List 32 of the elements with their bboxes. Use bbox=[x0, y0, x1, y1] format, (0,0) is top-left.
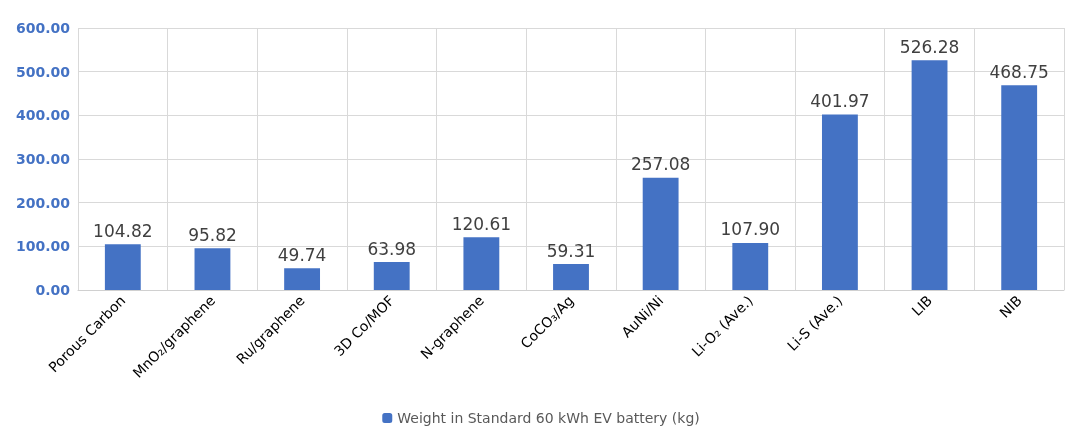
bar bbox=[1001, 85, 1038, 290]
data-label: 95.82 bbox=[188, 224, 237, 245]
bar bbox=[373, 262, 410, 290]
bar bbox=[463, 237, 500, 290]
bar bbox=[104, 244, 141, 290]
x-tick-label: NIB bbox=[996, 292, 1025, 321]
bar bbox=[821, 114, 858, 290]
bar bbox=[194, 248, 231, 290]
y-tick-label: 300.00 bbox=[15, 151, 71, 167]
y-tick-label: 500.00 bbox=[15, 63, 71, 80]
data-label: 49.74 bbox=[277, 244, 327, 265]
y-tick-label: 200.00 bbox=[15, 194, 71, 211]
bar bbox=[642, 177, 679, 290]
data-label: 104.82 bbox=[93, 220, 153, 241]
y-tick-label: 100.00 bbox=[15, 238, 71, 255]
data-label: 63.98 bbox=[367, 238, 417, 259]
y-tick-label: 400.00 bbox=[15, 107, 71, 124]
legend-label: Weight in Standard 60 kWh EV battery (kg) bbox=[397, 410, 700, 426]
bar bbox=[732, 242, 769, 290]
y-tick-label: 600.00 bbox=[15, 20, 71, 36]
y-tick-label: 0.00 bbox=[35, 282, 71, 298]
data-label: 257.08 bbox=[630, 154, 691, 175]
data-label: 59.31 bbox=[546, 240, 596, 261]
data-label: 468.75 bbox=[989, 61, 1049, 82]
bar bbox=[553, 264, 589, 290]
bar bbox=[911, 60, 948, 290]
data-label: 120.61 bbox=[451, 213, 512, 234]
data-label: 526.28 bbox=[899, 36, 960, 57]
bar bbox=[284, 268, 321, 290]
x-tick-label: LIB bbox=[908, 292, 936, 319]
data-label: 107.90 bbox=[720, 219, 781, 240]
data-label: 401.97 bbox=[810, 90, 870, 111]
